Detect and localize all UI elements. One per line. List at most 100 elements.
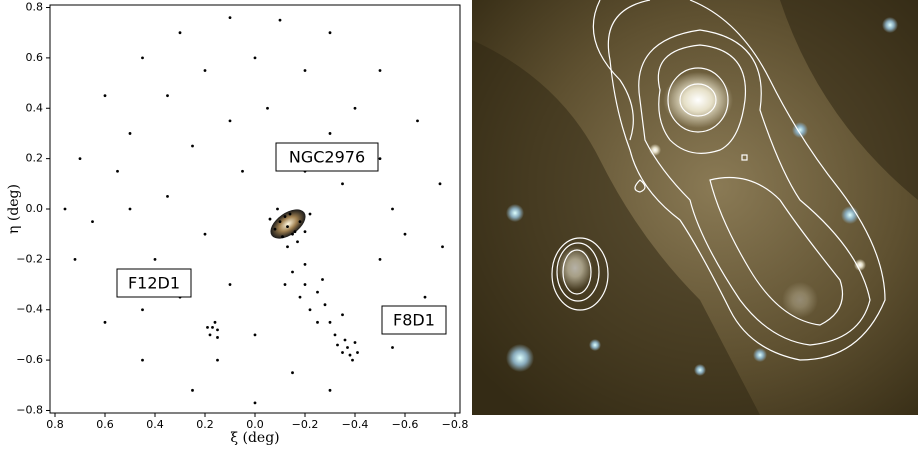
star-point xyxy=(391,346,394,349)
star-point xyxy=(253,56,257,60)
x-tick-label: −0.2 xyxy=(292,418,319,431)
star-point xyxy=(346,346,349,349)
x-tick-label: −0.6 xyxy=(392,418,419,431)
star-point xyxy=(191,144,194,148)
star-point xyxy=(423,295,427,299)
star-point xyxy=(241,169,244,173)
x-tick-label: 0.8 xyxy=(46,418,64,431)
star-point xyxy=(416,119,419,123)
star-point xyxy=(266,106,269,110)
star-point xyxy=(211,325,214,329)
star-point xyxy=(356,351,359,354)
star-point xyxy=(103,320,107,324)
y-tick-label: −0.8 xyxy=(16,403,43,416)
star-point xyxy=(348,353,352,357)
x-tick-label: 0.6 xyxy=(96,418,114,431)
star-point xyxy=(308,308,312,312)
star-point xyxy=(296,240,299,244)
star-point xyxy=(403,232,407,236)
star-point xyxy=(281,235,284,239)
star-point xyxy=(203,69,207,72)
star-point xyxy=(228,283,232,286)
star-point xyxy=(321,278,324,281)
star-point xyxy=(273,227,277,231)
annotation-text: NGC2976 xyxy=(289,148,365,167)
star-point xyxy=(203,232,207,236)
star-point xyxy=(353,106,357,110)
star-point xyxy=(291,232,294,236)
star-point xyxy=(391,207,394,211)
star-point xyxy=(78,157,82,161)
star-point xyxy=(341,182,344,186)
star-point xyxy=(153,257,157,261)
star-point xyxy=(216,336,219,339)
star-point xyxy=(316,320,319,324)
star-point xyxy=(303,230,307,234)
star-point xyxy=(141,308,144,312)
star-point xyxy=(178,31,182,35)
star-point xyxy=(91,220,94,223)
star-point xyxy=(328,320,332,324)
star-point xyxy=(341,313,344,317)
x-tick-label: 0.0 xyxy=(246,418,264,431)
star-point xyxy=(213,320,217,324)
star-point xyxy=(288,212,292,216)
x-tick-label: 0.2 xyxy=(196,418,214,431)
star-point xyxy=(286,245,289,249)
star-point xyxy=(268,217,272,221)
star-point xyxy=(291,270,294,274)
y-tick-label: 0.2 xyxy=(26,152,44,165)
star-point xyxy=(323,303,327,307)
star-point xyxy=(228,16,232,19)
star-point xyxy=(283,283,287,286)
star-point xyxy=(351,358,354,362)
y-tick-label: 0.8 xyxy=(26,1,44,14)
star-point xyxy=(303,69,307,72)
star-point xyxy=(206,325,209,329)
star-point xyxy=(253,333,257,337)
annotation: NGC2976 xyxy=(275,142,379,172)
star-point xyxy=(278,220,282,223)
x-tick-label: 0.4 xyxy=(146,418,164,431)
star-point xyxy=(328,132,332,135)
galaxy-image xyxy=(270,209,306,239)
star-point xyxy=(141,56,144,60)
star-point xyxy=(378,257,382,261)
star-point xyxy=(216,328,219,332)
star-point xyxy=(73,257,77,261)
star-point xyxy=(441,245,444,249)
star-point xyxy=(378,69,382,72)
sky-image xyxy=(472,0,918,415)
star-point xyxy=(293,230,297,234)
star-point xyxy=(191,388,194,392)
star-point xyxy=(103,94,107,98)
y-axis-label: η (deg) xyxy=(6,184,22,234)
star-point xyxy=(141,358,144,362)
annotation-text: F12D1 xyxy=(128,274,180,293)
star-point xyxy=(63,207,67,211)
star-point xyxy=(328,388,332,392)
star-point xyxy=(116,169,119,173)
y-tick-label: −0.2 xyxy=(16,252,43,265)
star-point xyxy=(438,182,442,186)
x-tick-label: −0.8 xyxy=(442,418,469,431)
axes-frame xyxy=(49,4,461,414)
star-point xyxy=(276,207,279,211)
annotation: F8D1 xyxy=(381,305,447,335)
star-point xyxy=(128,207,132,211)
star-point xyxy=(336,343,339,347)
star-point xyxy=(308,212,312,216)
star-point xyxy=(303,283,307,286)
star-point xyxy=(316,290,319,294)
star-point xyxy=(343,338,347,342)
y-tick-label: 0.4 xyxy=(26,101,44,114)
star-point xyxy=(291,371,294,375)
star-point xyxy=(283,215,287,218)
star-point xyxy=(333,333,337,337)
star-point xyxy=(298,295,302,299)
star-point xyxy=(298,220,302,223)
x-axis-label: ξ (deg) xyxy=(230,430,279,446)
y-tick-label: 0.0 xyxy=(26,202,44,215)
star-point xyxy=(166,94,169,98)
